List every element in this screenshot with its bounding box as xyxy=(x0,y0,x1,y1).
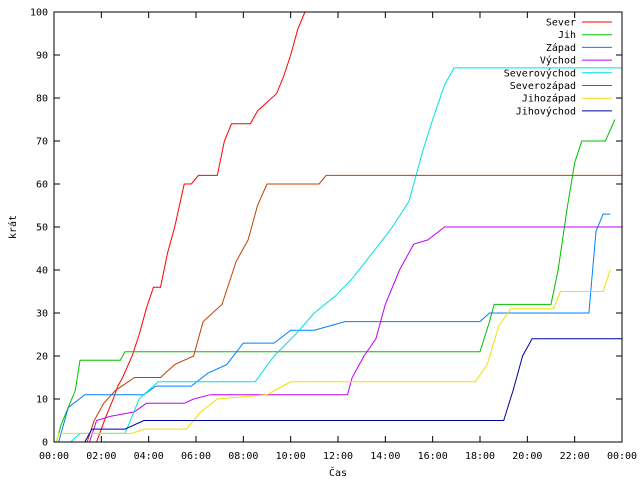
series-line xyxy=(55,269,611,443)
x-tick-label: 12:00 xyxy=(323,451,353,462)
series-line xyxy=(89,226,622,443)
x-tick-label: 06:00 xyxy=(181,451,211,462)
series-line xyxy=(84,338,622,443)
y-tick-label: 50 xyxy=(36,223,48,234)
y-tick-label: 0 xyxy=(42,438,48,449)
x-tick-label: 10:00 xyxy=(276,451,306,462)
y-tick-label: 30 xyxy=(36,309,48,320)
legend-label: Jihozápad xyxy=(522,93,576,105)
x-tick-label: 22:00 xyxy=(560,451,590,462)
legend-label: Jihovýchod xyxy=(516,105,576,117)
legend: SeverJihZápadVýchodSeverovýchodSeverozáp… xyxy=(504,18,612,117)
y-tick-label: 80 xyxy=(36,94,48,105)
y-tick-label: 20 xyxy=(36,352,48,363)
y-axis-ticks: 0 10 20 30 40 50 60 70 80 90 100 xyxy=(30,8,622,449)
plot-frame xyxy=(53,11,623,443)
x-tick-label: 16:00 xyxy=(418,451,448,462)
x-tick-label: 02:00 xyxy=(86,451,116,462)
legend-label: Západ xyxy=(546,42,576,54)
y-tick-label: 90 xyxy=(36,51,48,62)
series-line xyxy=(96,11,306,443)
y-axis-label: krát xyxy=(7,215,19,239)
legend-label: Sever xyxy=(546,18,576,29)
series-line xyxy=(86,174,622,443)
y-tick-label: 70 xyxy=(36,137,48,148)
x-tick-label: 04:00 xyxy=(134,451,164,462)
x-axis-ticks: 00:00 02:00 04:00 06:00 08:00 10:00 12:00 14:00… xyxy=(39,12,637,462)
legend-label: Severozápad xyxy=(510,80,576,92)
y-tick-label: 60 xyxy=(36,180,48,191)
x-tick-label: 14:00 xyxy=(370,451,400,462)
x-tick-label: 00:00 xyxy=(607,451,637,462)
legend-label: Východ xyxy=(540,55,576,67)
y-tick-label: 10 xyxy=(36,395,48,406)
y-tick-label: 100 xyxy=(30,8,48,19)
x-tick-label: 20:00 xyxy=(512,451,542,462)
legend-label: Jih xyxy=(558,30,576,41)
series-lines xyxy=(55,11,622,443)
x-axis-label: Čas xyxy=(329,466,347,479)
series-line xyxy=(70,67,622,443)
legend-label: Severovýchod xyxy=(504,67,576,79)
y-tick-label: 40 xyxy=(36,266,48,277)
x-tick-label: 08:00 xyxy=(228,451,258,462)
x-tick-label: 18:00 xyxy=(465,451,495,462)
series-line xyxy=(55,119,616,443)
x-tick-label: 00:00 xyxy=(39,451,69,462)
